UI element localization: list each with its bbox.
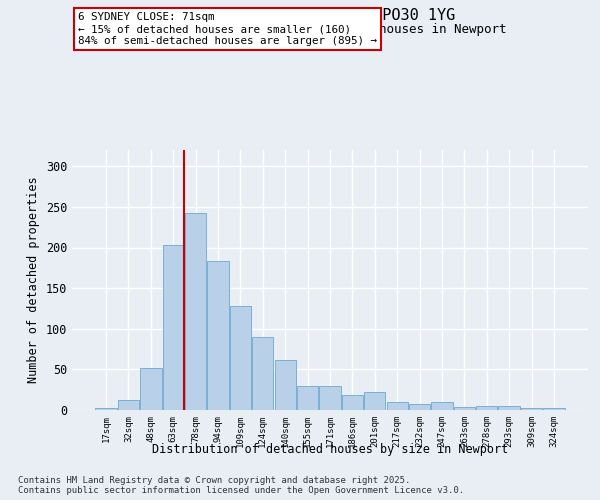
Bar bbox=[252, 337, 274, 410]
Bar bbox=[275, 360, 296, 410]
Y-axis label: Number of detached properties: Number of detached properties bbox=[27, 176, 40, 384]
Bar bbox=[140, 368, 161, 410]
Bar bbox=[297, 386, 318, 410]
Bar bbox=[342, 394, 363, 410]
Text: Distribution of detached houses by size in Newport: Distribution of detached houses by size … bbox=[152, 442, 508, 456]
Bar bbox=[185, 212, 206, 410]
Text: Size of property relative to detached houses in Newport: Size of property relative to detached ho… bbox=[94, 22, 506, 36]
Bar bbox=[454, 407, 475, 410]
Bar bbox=[95, 408, 117, 410]
Text: Contains HM Land Registry data © Crown copyright and database right 2025.
Contai: Contains HM Land Registry data © Crown c… bbox=[18, 476, 464, 495]
Bar bbox=[476, 406, 497, 410]
Bar bbox=[409, 404, 430, 410]
Bar bbox=[208, 260, 229, 410]
Bar bbox=[499, 406, 520, 410]
Bar bbox=[163, 245, 184, 410]
Bar bbox=[364, 392, 385, 410]
Bar bbox=[431, 402, 452, 410]
Bar bbox=[543, 408, 565, 410]
Text: 6 SYDNEY CLOSE: 71sqm
← 15% of detached houses are smaller (160)
84% of semi-det: 6 SYDNEY CLOSE: 71sqm ← 15% of detached … bbox=[78, 12, 377, 46]
Bar bbox=[118, 400, 139, 410]
Bar bbox=[319, 386, 341, 410]
Bar bbox=[230, 306, 251, 410]
Bar bbox=[386, 402, 408, 410]
Text: 6, SYDNEY CLOSE, NEWPORT, PO30 1YG: 6, SYDNEY CLOSE, NEWPORT, PO30 1YG bbox=[145, 8, 455, 22]
Bar bbox=[521, 408, 542, 410]
